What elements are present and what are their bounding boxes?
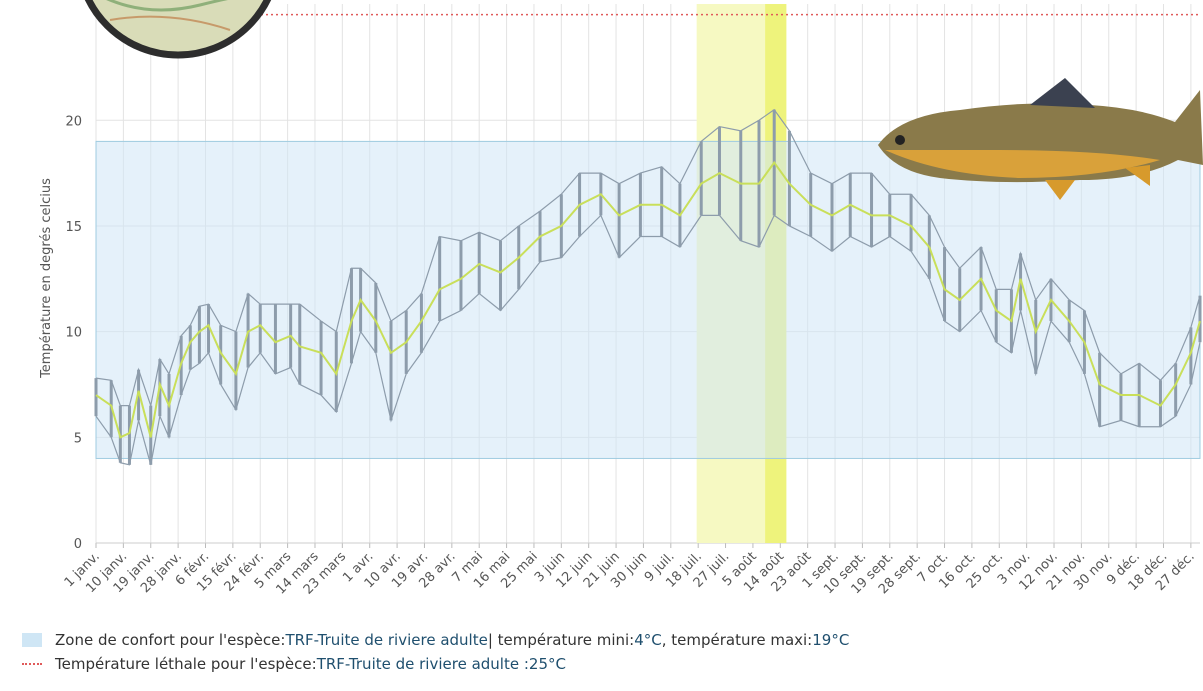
y-tick-label: 0 [74,537,82,552]
y-axis-label: Température en degrés celcius [39,178,54,379]
y-tick-label: 5 [74,431,82,446]
legend-lethal-temp: 25°C [528,655,566,673]
legend-lethal: Température léthale pour l'espèce: TRF-T… [22,652,849,676]
legend-max: 19°C [812,631,850,649]
legend-text: Température léthale pour l'espèce: [55,655,317,673]
mean-line [95,160,1201,439]
legend-comfort: Zone de confort pour l'espèce: TRF-Truit… [22,628,849,652]
range-line [95,108,1201,408]
range-line [95,214,1201,466]
y-tick-label: 10 [65,326,82,341]
legend-swatch [22,633,42,647]
legend-text: , température maxi: [661,631,813,649]
legend-min: 4°C [634,631,662,649]
legend-swatch [22,663,42,665]
legend: Zone de confort pour l'espèce: TRF-Truit… [22,628,849,676]
legend-species: TRF-Truite de riviere adulte : [316,655,529,673]
legend-species: TRF-Truite de riviere adulte [285,631,488,649]
legend-text: Zone de confort pour l'espèce: [55,631,286,649]
legend-text: | température mini: [487,631,635,649]
y-tick-label: 20 [65,114,82,129]
y-tick-label: 15 [65,220,82,235]
